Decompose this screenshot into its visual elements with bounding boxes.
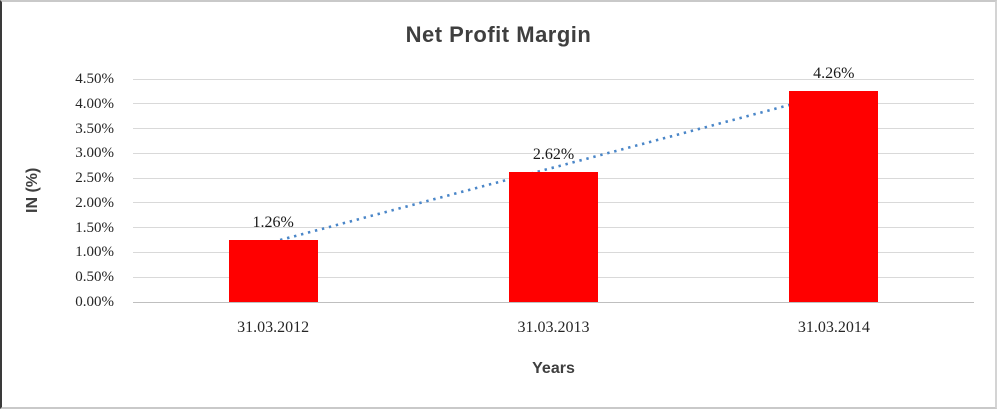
x-tick-label: 31.03.2013 (517, 319, 590, 336)
y-tick-label: 3.50% (75, 120, 114, 137)
y-tick-label: 2.50% (75, 170, 114, 187)
bar-data-label: 1.26% (252, 213, 294, 231)
bar (509, 172, 598, 302)
bar (228, 239, 318, 302)
bar (789, 90, 879, 302)
y-tick-label: 4.00% (75, 95, 114, 112)
bar-data-label: 2.62% (532, 146, 575, 164)
y-tick-label: 3.00% (75, 145, 114, 162)
gridline (133, 128, 974, 130)
bar-data-label: 4.26% (813, 64, 855, 82)
x-tick-label: 31.03.2012 (237, 319, 310, 336)
y-tick-label: 2.00% (75, 194, 114, 211)
y-tick-label: 1.50% (75, 219, 114, 236)
trendline (272, 91, 835, 244)
frame-border-segment (0, 0, 260, 2)
x-tick-label: 31.03.2014 (797, 319, 870, 336)
y-tick-label: 4.50% (75, 71, 114, 87)
chart-title: Net Profit Margin (405, 22, 592, 47)
y-tick-label: 0.50% (75, 269, 114, 286)
y-tick-label: 1.00% (75, 244, 114, 261)
gridline (133, 78, 974, 80)
gridline (133, 103, 974, 105)
gridline (133, 152, 974, 154)
x-axis-title: Years (532, 360, 575, 377)
y-tick-label: 0.00% (75, 294, 114, 310)
x-axis-line (133, 301, 974, 303)
